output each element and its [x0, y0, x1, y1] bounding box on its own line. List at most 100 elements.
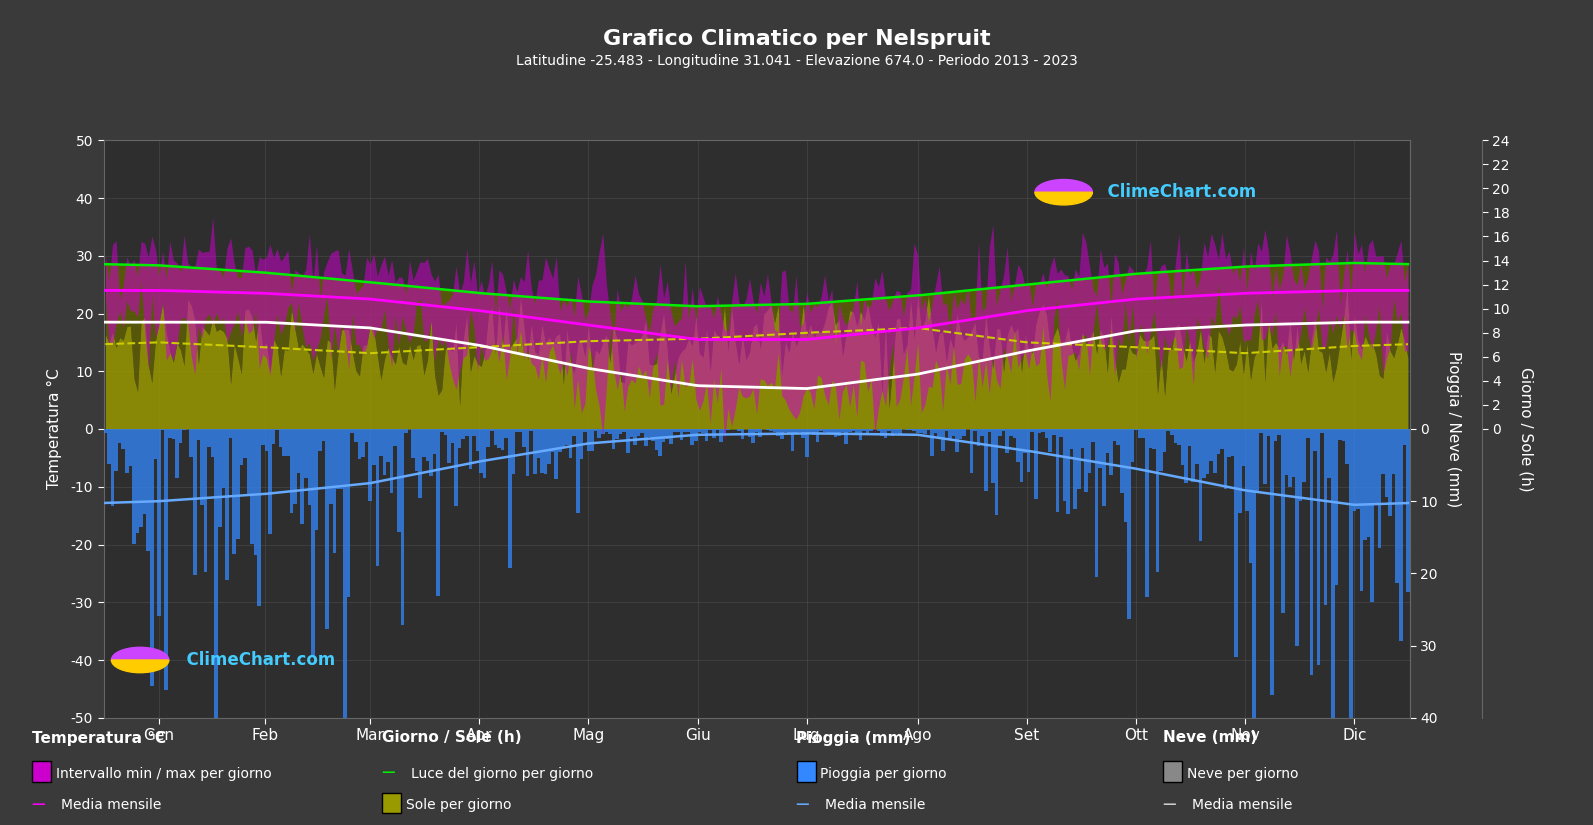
- Text: ─: ─: [382, 764, 393, 784]
- Bar: [870, 429, 873, 431]
- Text: Media mensile: Media mensile: [61, 799, 161, 812]
- Bar: [1174, 429, 1177, 443]
- Bar: [1356, 429, 1360, 509]
- Bar: [1281, 429, 1284, 613]
- Bar: [1209, 429, 1212, 460]
- Bar: [973, 429, 977, 431]
- Bar: [124, 429, 129, 474]
- Bar: [1266, 429, 1270, 436]
- Bar: [1364, 429, 1367, 540]
- Bar: [347, 429, 350, 596]
- Bar: [647, 429, 652, 437]
- Bar: [1375, 429, 1378, 506]
- Bar: [393, 429, 397, 446]
- Bar: [210, 429, 215, 457]
- Bar: [852, 429, 855, 431]
- Bar: [319, 429, 322, 451]
- Bar: [1260, 429, 1263, 433]
- Bar: [1048, 429, 1051, 452]
- Bar: [451, 429, 454, 443]
- Bar: [164, 429, 167, 691]
- Bar: [562, 429, 566, 448]
- Bar: [1303, 429, 1306, 483]
- Bar: [922, 429, 927, 434]
- Bar: [1274, 429, 1278, 441]
- Bar: [1180, 429, 1184, 464]
- Bar: [379, 429, 382, 456]
- Bar: [333, 429, 336, 553]
- Bar: [680, 429, 683, 440]
- Bar: [801, 429, 804, 438]
- Bar: [161, 429, 164, 431]
- Bar: [301, 429, 304, 525]
- Bar: [1160, 429, 1163, 471]
- Bar: [1292, 429, 1295, 477]
- Bar: [1341, 429, 1346, 441]
- Bar: [1177, 429, 1180, 445]
- Bar: [139, 429, 143, 527]
- Bar: [833, 429, 838, 436]
- Bar: [1198, 429, 1203, 541]
- Bar: [233, 429, 236, 554]
- Bar: [747, 429, 752, 437]
- Text: Grafico Climatico per Nelspruit: Grafico Climatico per Nelspruit: [602, 29, 991, 49]
- Bar: [994, 429, 999, 515]
- Bar: [515, 429, 519, 432]
- Bar: [916, 429, 919, 433]
- Bar: [534, 429, 537, 474]
- Bar: [253, 429, 258, 555]
- Bar: [1270, 429, 1274, 695]
- Bar: [601, 429, 605, 435]
- Bar: [1066, 429, 1070, 514]
- Bar: [371, 429, 376, 464]
- Bar: [1152, 429, 1155, 450]
- Bar: [948, 429, 951, 440]
- Bar: [1278, 429, 1281, 435]
- Bar: [221, 429, 225, 488]
- Bar: [755, 429, 758, 431]
- Bar: [436, 429, 440, 596]
- Bar: [1094, 429, 1099, 577]
- Bar: [505, 429, 508, 438]
- Bar: [358, 429, 362, 459]
- Bar: [977, 429, 980, 446]
- Bar: [726, 429, 730, 430]
- Bar: [1042, 429, 1045, 432]
- Bar: [551, 429, 554, 452]
- Bar: [344, 429, 347, 825]
- Bar: [1056, 429, 1059, 512]
- Bar: [738, 429, 741, 431]
- Bar: [769, 429, 773, 431]
- Bar: [672, 429, 675, 432]
- Bar: [390, 429, 393, 493]
- Text: Pioggia (mm): Pioggia (mm): [796, 730, 911, 746]
- Bar: [655, 429, 658, 450]
- Bar: [1106, 429, 1109, 453]
- Bar: [244, 429, 247, 458]
- Bar: [1332, 429, 1335, 808]
- Bar: [279, 429, 282, 447]
- Bar: [339, 429, 344, 488]
- Bar: [1166, 429, 1169, 431]
- Bar: [476, 429, 479, 451]
- Bar: [178, 429, 182, 443]
- Bar: [1238, 429, 1241, 513]
- Bar: [414, 429, 419, 470]
- Bar: [196, 429, 201, 440]
- Bar: [626, 429, 629, 454]
- Bar: [1349, 429, 1352, 746]
- Wedge shape: [1035, 180, 1093, 192]
- Bar: [1070, 429, 1074, 449]
- Bar: [167, 429, 172, 438]
- Bar: [537, 429, 540, 458]
- Bar: [827, 429, 830, 433]
- Bar: [1370, 429, 1375, 602]
- Bar: [951, 429, 956, 436]
- Bar: [1114, 429, 1117, 441]
- Bar: [612, 429, 615, 450]
- Bar: [824, 429, 827, 432]
- Bar: [773, 429, 776, 432]
- Bar: [1008, 429, 1013, 436]
- Text: Luce del giorno per giorno: Luce del giorno per giorno: [411, 767, 593, 780]
- Bar: [980, 429, 984, 436]
